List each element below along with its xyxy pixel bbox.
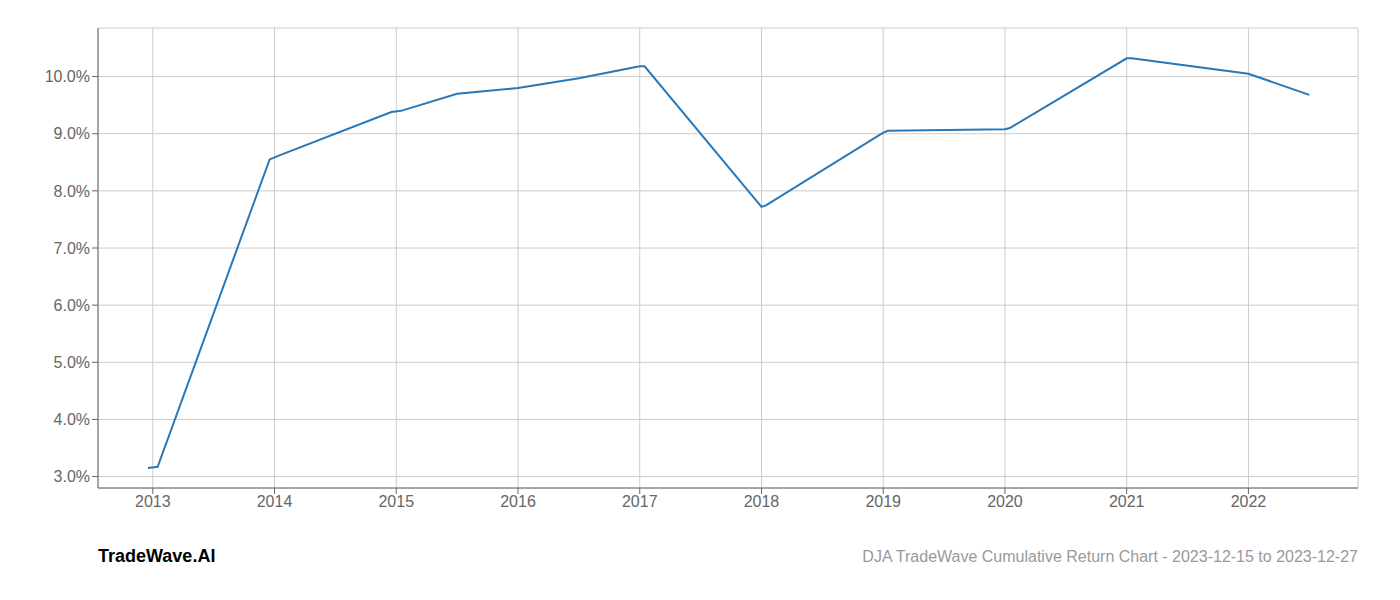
svg-text:3.0%: 3.0% xyxy=(54,468,90,485)
svg-text:5.0%: 5.0% xyxy=(54,354,90,371)
svg-text:2021: 2021 xyxy=(1109,493,1145,510)
svg-text:6.0%: 6.0% xyxy=(54,297,90,314)
svg-text:2013: 2013 xyxy=(135,493,171,510)
svg-text:4.0%: 4.0% xyxy=(54,411,90,428)
html-text:DJA TradeWave Cumulative Retur: DJA TradeWave Cumulative Return Chart - … xyxy=(862,548,1358,565)
svg-text:2014: 2014 xyxy=(257,493,293,510)
svg-text:8.0%: 8.0% xyxy=(54,183,90,200)
svg-text:2020: 2020 xyxy=(987,493,1023,510)
svg-text:10.0%: 10.0% xyxy=(45,68,90,85)
svg-text:2016: 2016 xyxy=(500,493,536,510)
svg-text:2022: 2022 xyxy=(1231,493,1267,510)
html-text:TradeWave.AI: TradeWave.AI xyxy=(98,546,216,566)
svg-text:2015: 2015 xyxy=(378,493,414,510)
svg-text:2018: 2018 xyxy=(744,493,780,510)
svg-text:2017: 2017 xyxy=(622,493,658,510)
svg-text:7.0%: 7.0% xyxy=(54,240,90,257)
svg-text:9.0%: 9.0% xyxy=(54,125,90,142)
svg-text:2019: 2019 xyxy=(865,493,901,510)
